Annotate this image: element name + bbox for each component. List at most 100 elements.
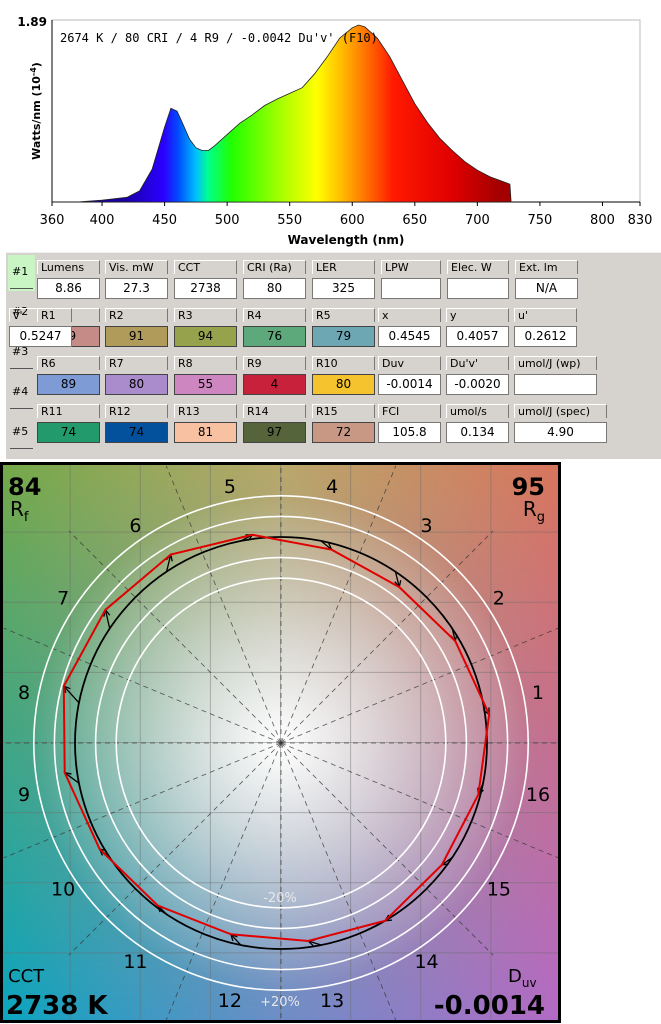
metric-r4: R4 76 [240,306,306,350]
metric-label: Vis. mW [105,260,168,274]
metric-r12: R12 74 [102,402,168,446]
metric-label: Lumens [37,260,100,274]
x-tick-label: 600 [340,213,365,228]
hue-spoke [68,530,282,744]
metric-u: u' 0.2612 [511,306,577,350]
x-tick-label: 650 [402,213,427,228]
metric-label: R15 [312,404,375,418]
row-tab-1[interactable]: #1 [8,255,35,291]
metric-label: R2 [105,308,168,322]
hue-bin-label: 15 [487,879,511,901]
hue-bin-label: 3 [421,515,433,537]
x-tick-labels: 360 400 450 500 550 600 650 700 750 800 830 [40,202,653,228]
hue-spoke [280,465,397,744]
hue-spoke [280,627,559,744]
cct-label: CCT [8,966,45,987]
metric-label: R8 [174,356,237,370]
metric-value: 0.4545 [378,326,441,347]
hue-bin-label: 1 [532,682,544,704]
shift-arrow [441,856,453,866]
hue-spoke [3,627,282,744]
metric-label: R10 [312,356,375,370]
metric-r15: R15 72 [309,402,375,446]
metric-value: 0.2612 [514,326,577,347]
metric-umol-s: umol/s 0.134 [443,402,509,446]
cvg-hue-spokes [0,462,561,1023]
metric-r11: R11 74 [34,402,100,446]
x-tick-label: 830 [628,213,653,228]
shift-arrow [451,628,456,642]
shift-arrow [307,940,322,946]
rf-label-sub: f [24,510,29,525]
metric-label: umol/J (spec) [514,404,607,418]
y-axis-label: Watts/nm (10-4) [29,62,43,160]
metric-value: 0.134 [446,422,509,443]
duv-label-main: D [508,966,522,987]
metric-value: 81 [174,422,237,443]
hue-bin-label: 12 [218,990,242,1012]
hue-bin-label: 14 [414,951,438,973]
shift-arrow [320,540,333,551]
metric-label: Duv [378,356,441,370]
rf-value: 84 [8,473,41,501]
metric-value: 55 [174,374,237,395]
metric-value: 105.8 [378,422,441,443]
x-tick-label: 800 [590,213,615,228]
ring-110 [53,515,509,971]
hue-bin-label: 13 [320,990,344,1012]
metric-du-v: Du'v' -0.0020 [443,354,509,398]
metric-r13: R13 81 [171,402,237,446]
shift-arrow [230,933,242,946]
x-tick-label: 550 [277,213,302,228]
duv-label: Duv [508,966,537,990]
hue-spoke [280,742,397,1021]
metric-value [381,278,441,299]
plus-20-label: +20% [260,995,300,1010]
metric-r2: R2 91 [102,306,168,350]
spectrum-chart: 2674 K / 80 CRI / 4 R9 / -0.0042 Du'v' (… [0,0,661,250]
row-tab-3[interactable]: #3 [8,335,35,371]
metric-value: 8.86 [37,278,100,299]
metric-value: 4 [243,374,306,395]
metric-label: LPW [381,260,441,274]
metric-value: 76 [243,326,306,347]
metric-label: u' [514,308,577,322]
metric-label: R6 [37,356,100,370]
metric-value: 89 [37,374,100,395]
metric-label: umol/s [446,404,509,418]
hue-bin-label: 11 [123,951,147,973]
row-tab-4[interactable]: #4 [8,375,35,411]
y-axis-label-main: Watts/nm (10 [30,76,43,160]
row-tab-5[interactable]: #5 [8,415,35,451]
metric-label: R13 [174,404,237,418]
cvg-frame [0,462,561,1023]
hue-spoke [280,530,494,744]
metric-elec-w: Elec. W [444,258,509,302]
metric-value: 4.90 [514,422,607,443]
metric-cri-ra: CRI (Ra) 80 [240,258,306,302]
hue-bin-label: 2 [493,587,505,609]
metric-lumens: Lumens 8.86 [34,258,100,302]
metric-label: R7 [105,356,168,370]
rf-label: Rf [10,497,29,525]
metric-label: R9 [243,356,306,370]
rg-label-sub: g [537,510,545,525]
row-tab-underline [10,448,33,449]
metric-r3: R3 94 [171,306,237,350]
hue-bin-label: 7 [57,587,69,609]
metric-value: N/A [515,278,578,299]
metric-value: 27.3 [105,278,168,299]
x-tick-label: 700 [465,213,490,228]
row-tab-underline [10,288,33,289]
row-tab-underline [10,408,33,409]
metric-value [514,374,597,395]
metric-x: x 0.4545 [375,306,441,350]
metric-ler: LER 325 [309,258,375,302]
metric-y: y 0.4057 [443,306,509,350]
metric-value: 97 [243,422,306,443]
metric-fci: FCI 105.8 [375,402,441,446]
x-tick-label: 450 [152,213,177,228]
metric-value: 74 [37,422,100,443]
metric-r7: R7 80 [102,354,168,398]
